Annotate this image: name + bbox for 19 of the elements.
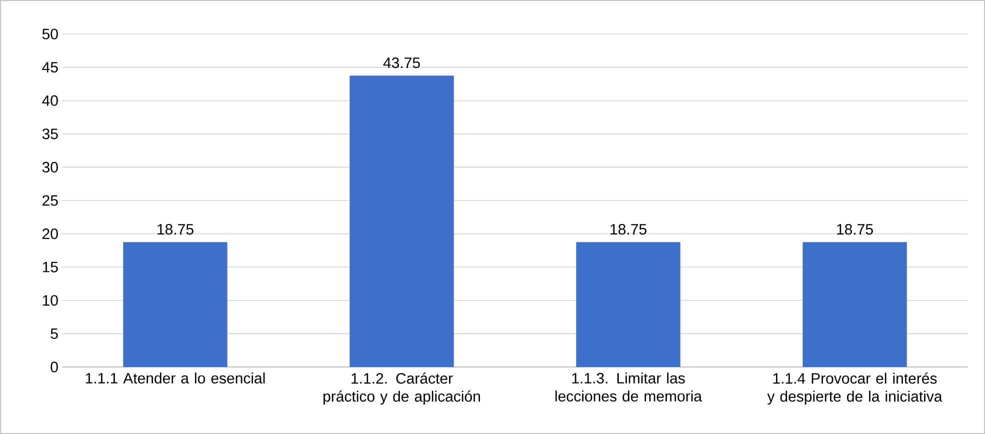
y-tick-label: 20 (42, 228, 58, 240)
y-tick-label: 45 (42, 62, 58, 73)
x-tick-label: 1.1.2. Carácter práctico y de aplicación (324, 372, 480, 405)
y-tick-label: 5 (50, 328, 58, 339)
y-tick-label: 30 (42, 162, 58, 173)
data-label: 18.75 (837, 224, 873, 235)
data-label: 18.75 (158, 224, 194, 235)
y-tick-label: 15 (42, 262, 58, 272)
x-tick-label: 1.1.3. Limitar las lecciones de memoria (555, 372, 702, 402)
y-tick-label: 25 (42, 195, 58, 206)
y-tick-label: 35 (42, 128, 58, 140)
data-label: 43.75 (383, 57, 420, 68)
x-tick-label: 1.1.4 Provocar el interés y despierte de la iniciativa (767, 372, 942, 405)
data-label: 18.75 (610, 224, 646, 235)
y-tick-label: 0 (50, 362, 58, 372)
y-tick-label: 10 (42, 295, 58, 306)
y-tick-label: 50 (42, 28, 58, 40)
x-tick-label: 1.1.1 Atender a lo esencial (86, 372, 265, 384)
y-tick-label: 40 (42, 95, 58, 106)
